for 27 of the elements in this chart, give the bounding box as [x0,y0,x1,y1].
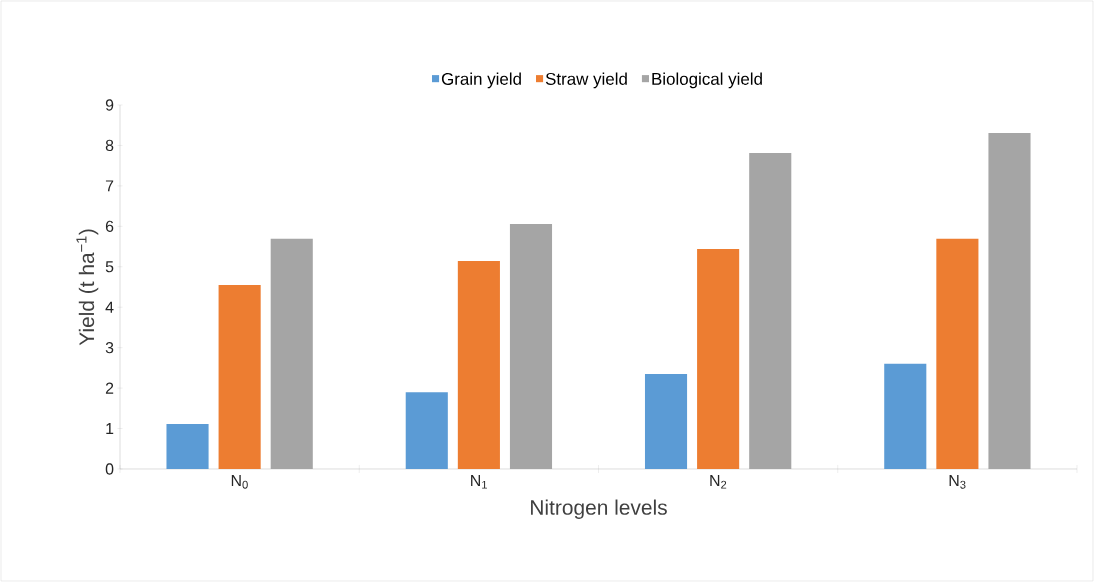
y-tick-label: 7 [105,180,114,192]
legend-label: Grain yield [441,72,521,89]
y-tick-label: 9 [105,99,114,111]
y-tick-label: 1 [106,423,114,435]
bar [884,363,927,469]
y-tick-label: 4 [105,301,114,313]
bar [405,392,448,469]
y-tick-label: 2 [105,382,114,394]
bar [457,261,500,469]
bar [936,238,979,469]
y-tick-label: 6 [105,220,114,232]
bar [218,284,261,469]
legend-label: Biological yield [652,72,762,89]
x-axis-title: Nitrogen levels [531,499,667,520]
y-tick-label: 3 [105,342,114,354]
y-axis-title: Yield (t ha$^{−1}$) [76,229,99,346]
y-tick-label: 5 [105,261,114,273]
bar [644,373,688,469]
x-tick-label: N$_{2}$ [710,475,727,489]
bar [166,424,209,469]
x-tick-label: N$_{3}$ [949,475,966,489]
x-tick-label: N$_{1}$ [471,475,487,489]
y-tick-label: 0 [105,463,114,475]
x-tick-label: N$_{0}$ [231,475,248,489]
legend-label: Straw yield [545,72,627,89]
bar [697,248,740,469]
y-tick-label: 8 [105,139,114,152]
